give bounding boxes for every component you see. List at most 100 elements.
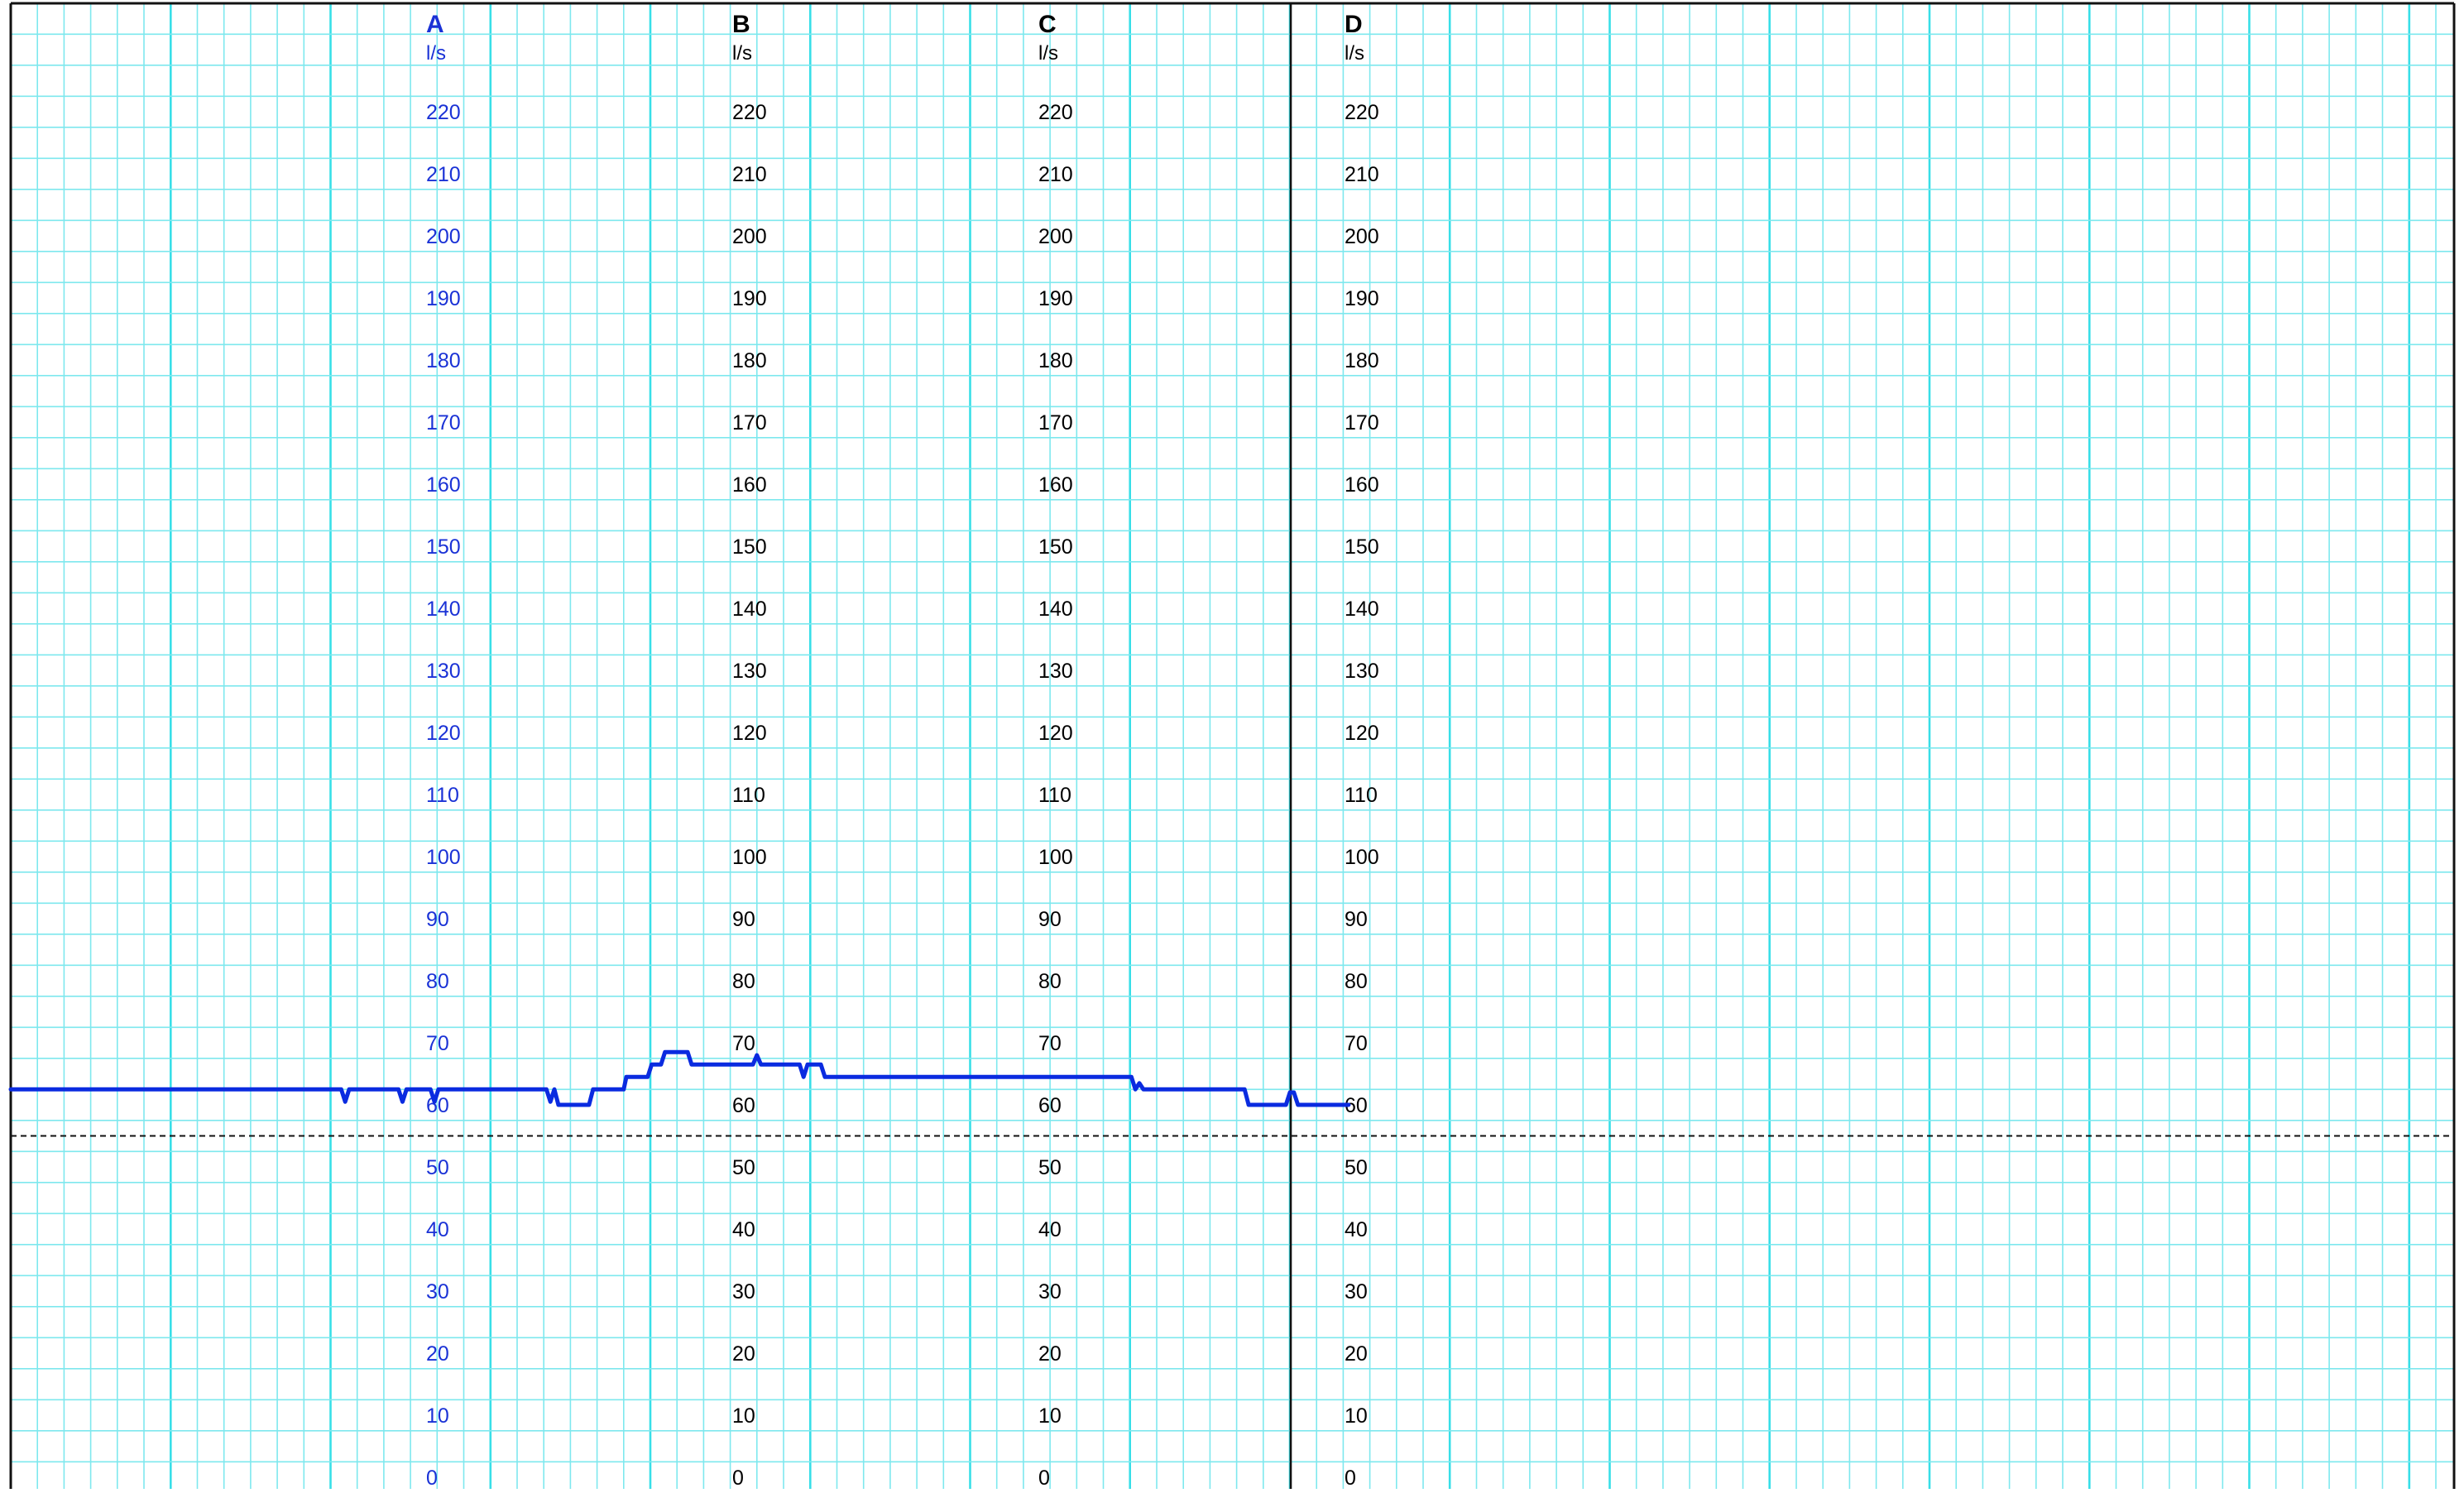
tick-label: 100 (1345, 846, 1379, 869)
tick-label: 200 (732, 225, 767, 248)
tick-label: 130 (1345, 660, 1379, 683)
tick-label: 50 (426, 1156, 449, 1179)
tick-label: 30 (1038, 1280, 1062, 1303)
axis-c: Cl/s220210200190180170160150140130120110… (1038, 11, 1073, 1490)
grid (11, 3, 2454, 1493)
tick-label: 130 (732, 660, 767, 683)
tick-label: 160 (1345, 473, 1379, 497)
tick-label: 170 (732, 411, 767, 434)
tick-label: 70 (1345, 1032, 1368, 1055)
tick-label: 60 (732, 1094, 755, 1117)
axis-label: B (732, 11, 750, 38)
tick-label: 220 (1345, 101, 1379, 124)
tick-label: 220 (732, 101, 767, 124)
tick-label: 30 (732, 1280, 755, 1303)
tick-label: 100 (1038, 846, 1073, 869)
tick-label: 0 (426, 1467, 438, 1489)
tick-label: 20 (1345, 1342, 1368, 1366)
tick-label: 90 (426, 908, 449, 931)
axis-label: C (1038, 11, 1057, 38)
tick-label: 140 (1345, 598, 1379, 621)
tick-label: 20 (732, 1342, 755, 1366)
tick-label: 170 (1038, 411, 1073, 434)
tick-label: 160 (1038, 473, 1073, 497)
tick-label: 190 (426, 287, 461, 310)
tick-label: 190 (1345, 287, 1379, 310)
tick-label: 160 (732, 473, 767, 497)
tick-label: 10 (1345, 1404, 1368, 1428)
tick-label: 110 (1038, 784, 1071, 807)
tick-label: 80 (426, 970, 449, 993)
tick-label: 170 (426, 411, 461, 434)
tick-label: 200 (1038, 225, 1073, 248)
tick-label: 0 (1038, 1467, 1050, 1489)
tick-label: 180 (1038, 349, 1073, 372)
tick-label: 120 (1038, 722, 1073, 745)
tick-label: 20 (426, 1342, 449, 1366)
tick-label: 50 (1345, 1156, 1368, 1179)
tick-label: 10 (426, 1404, 449, 1428)
tick-label: 50 (1038, 1156, 1062, 1179)
tick-label: 30 (426, 1280, 449, 1303)
tick-label: 100 (732, 846, 767, 869)
tick-label: 210 (732, 163, 767, 186)
tick-label: 210 (1038, 163, 1073, 186)
tick-label: 130 (1038, 660, 1073, 683)
tick-label: 100 (426, 846, 461, 869)
axis-a: Al/s220210200190180170160150140130120110… (426, 11, 461, 1490)
tick-label: 40 (1345, 1218, 1368, 1241)
tick-label: 200 (426, 225, 461, 248)
axis-b: Bl/s220210200190180170160150140130120110… (732, 11, 767, 1490)
tick-label: 120 (1345, 722, 1379, 745)
tick-label: 110 (426, 784, 459, 807)
tick-label: 0 (732, 1467, 744, 1489)
tick-label: 180 (1345, 349, 1379, 372)
tick-label: 190 (1038, 287, 1073, 310)
chart-frame (9, 2, 2456, 1489)
tick-label: 150 (1038, 535, 1073, 559)
tick-label: 110 (1345, 784, 1378, 807)
tick-label: 10 (1038, 1404, 1062, 1428)
tick-label: 80 (1038, 970, 1062, 993)
tick-label: 140 (732, 598, 767, 621)
tick-label: 10 (732, 1404, 755, 1428)
tick-label: 70 (1038, 1032, 1062, 1055)
tick-label: 90 (732, 908, 755, 931)
axis-unit: l/s (1038, 42, 1058, 65)
tick-label: 120 (732, 722, 767, 745)
tick-label: 80 (732, 970, 755, 993)
tick-label: 30 (1345, 1280, 1368, 1303)
series-line (8, 1049, 1351, 1107)
axis-unit: l/s (1345, 42, 1364, 65)
tick-label: 40 (426, 1218, 449, 1241)
tick-label: 150 (732, 535, 767, 559)
tick-label: 210 (426, 163, 461, 186)
tick-label: 40 (1038, 1218, 1062, 1241)
tick-label: 140 (1038, 598, 1073, 621)
tick-label: 140 (426, 598, 461, 621)
series (8, 1049, 1351, 1107)
tick-label: 180 (732, 349, 767, 372)
axis-unit: l/s (732, 42, 752, 65)
tick-label: 150 (1345, 535, 1379, 559)
tick-label: 160 (426, 473, 461, 497)
tick-label: 70 (732, 1032, 755, 1055)
tick-label: 220 (426, 101, 461, 124)
axes: Al/s220210200190180170160150140130120110… (426, 11, 1379, 1490)
tick-label: 70 (426, 1032, 449, 1055)
tick-label: 200 (1345, 225, 1379, 248)
tick-label: 20 (1038, 1342, 1062, 1366)
tick-label: 90 (1038, 908, 1062, 931)
tick-label: 80 (1345, 970, 1368, 993)
axis-unit: l/s (426, 42, 446, 65)
tick-label: 220 (1038, 101, 1073, 124)
tick-label: 190 (732, 287, 767, 310)
tick-label: 40 (732, 1218, 755, 1241)
tick-label: 60 (1038, 1094, 1062, 1117)
tick-label: 170 (1345, 411, 1379, 434)
tick-label: 120 (426, 722, 461, 745)
tick-label: 150 (426, 535, 461, 559)
